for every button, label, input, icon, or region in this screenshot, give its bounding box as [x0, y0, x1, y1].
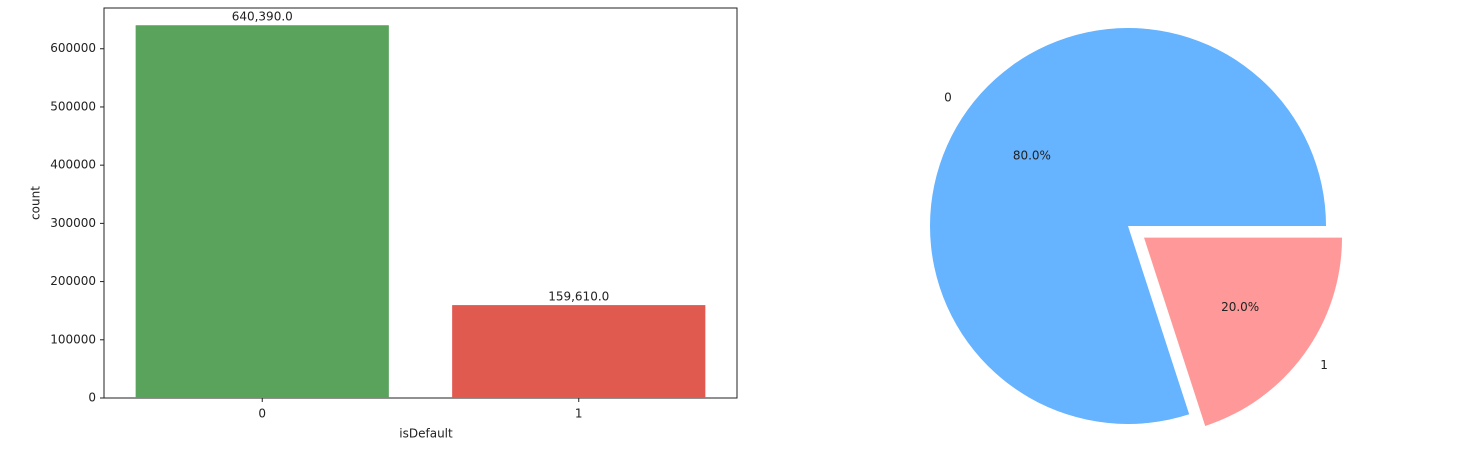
y-axis-label: count [29, 186, 43, 220]
slice-label: 1 [1320, 358, 1328, 372]
y-tick-label: 300000 [50, 216, 96, 230]
pie-slice [1144, 237, 1343, 426]
y-tick-label: 500000 [50, 99, 96, 113]
bar [135, 25, 389, 399]
x-axis-label: isDefault [399, 427, 453, 441]
bar [452, 305, 706, 398]
y-tick-label: 100000 [50, 332, 96, 346]
percent-label: 20.0% [1221, 300, 1259, 314]
data-label: 159,610.0 [548, 290, 609, 304]
x-tick-label: 0 [258, 407, 266, 421]
percent-label: 80.0% [1013, 149, 1051, 163]
y-tick-label: 600000 [50, 41, 96, 55]
y-tick-label: 200000 [50, 274, 96, 288]
axes-frame [103, 7, 738, 399]
y-tick-label: 400000 [50, 158, 96, 172]
slice-label: 0 [944, 90, 952, 104]
data-label: 640,390.0 [232, 10, 293, 24]
x-tick-label: 1 [575, 407, 583, 421]
y-tick-label: 0 [88, 391, 96, 405]
pie-slice [930, 28, 1326, 425]
